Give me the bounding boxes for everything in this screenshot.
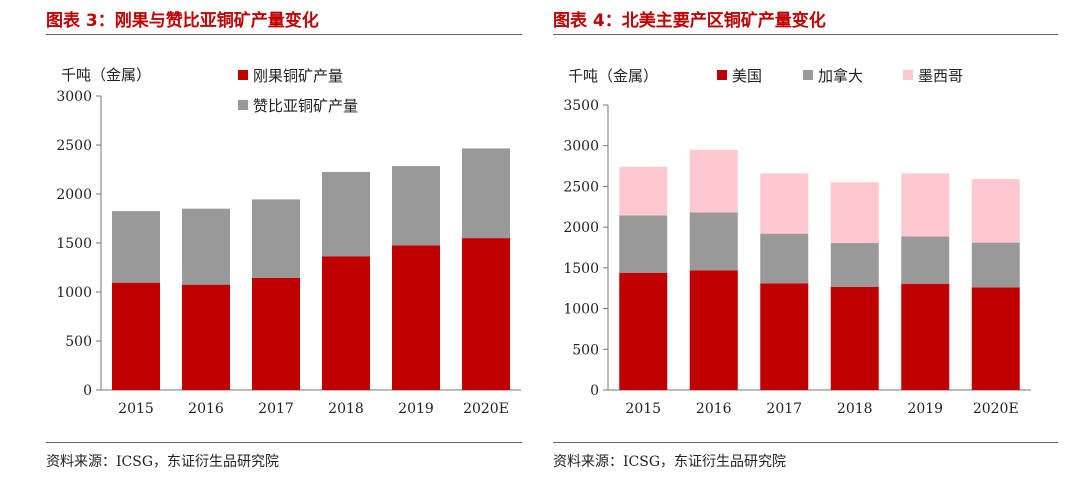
left-legend-swatch-1 (238, 70, 248, 80)
right-y-tick-label: 3000 (563, 139, 599, 155)
right-bar-2020E-series-3 (971, 179, 1020, 243)
right-y-tick-label: 3500 (563, 98, 599, 114)
right-bar-2015-series-1 (619, 272, 668, 390)
left-figure-title: 图表 3：刚果与赞比亚铜矿产量变化 (46, 11, 319, 31)
right-unit-label: 千吨（金属） (568, 67, 658, 85)
right-bar-2017-series-1 (760, 283, 809, 390)
right-source-rule (553, 442, 1058, 443)
left-y-tick-label: 3000 (56, 89, 92, 105)
left-bar-2019-series-1 (392, 245, 440, 390)
left-bar-2015-series-1 (112, 282, 160, 390)
left-y-tick-label: 2500 (56, 138, 92, 154)
left-bar-2016-series-2 (182, 208, 230, 285)
right-x-tick-label: 2017 (766, 401, 802, 417)
right-bar-2019-series-3 (901, 173, 950, 237)
left-y-tick-label: 2000 (56, 187, 92, 203)
left-bar-2017-series-1 (252, 277, 300, 390)
left-bar-2015-series-2 (112, 211, 160, 283)
right-y-tick-label: 2000 (563, 220, 599, 236)
right-bar-2020E-series-2 (971, 242, 1020, 288)
right-figure-title: 图表 4：北美主要产区铜矿产量变化 (553, 11, 826, 31)
right-y-tick-label: 1000 (563, 302, 599, 318)
right-bar-2019-series-1 (901, 283, 950, 390)
left-unit-label: 千吨（金属） (61, 66, 151, 84)
left-legend-label-2: 赞比亚铜矿产量 (253, 97, 358, 115)
right-x-tick-label: 2020E (973, 401, 1019, 417)
right-bar-2016-series-3 (689, 149, 738, 213)
right-x-tick-label: 2019 (907, 401, 943, 417)
left-chart: 千吨（金属） 0 500 1000 1500 2000 2500 3000 2015 2016 20… (56, 66, 521, 417)
left-legend-label-1: 刚果铜矿产量 (253, 67, 343, 85)
right-y-tick-label: 0 (590, 383, 599, 399)
right-source-note: 资料来源：ICSG，东证衍生品研究院 (553, 454, 787, 470)
right-bar-2017-series-3 (760, 173, 809, 234)
right-bar-2019-series-2 (901, 236, 950, 284)
right-bar-2015-series-3 (619, 166, 668, 216)
right-legend-label-1: 美国 (732, 67, 762, 85)
left-legend-swatch-2 (238, 100, 248, 110)
right-legend-swatch-1 (717, 70, 727, 80)
right-bar-2018-series-3 (830, 182, 879, 244)
left-x-tick-label: 2015 (118, 401, 154, 417)
left-y-tick-label: 0 (83, 383, 92, 399)
left-y-tick-label: 500 (65, 334, 92, 350)
right-bar-2020E-series-1 (971, 287, 1020, 390)
right-legend-label-3: 墨西哥 (918, 67, 963, 85)
right-bar-2018-series-2 (830, 243, 879, 287)
left-bar-2017-series-2 (252, 199, 300, 278)
left-x-tick-label: 2017 (258, 401, 294, 417)
right-x-tick-label: 2016 (696, 401, 732, 417)
left-bar-2018-series-1 (322, 256, 370, 390)
left-bar-2016-series-1 (182, 284, 230, 390)
right-y-tick-label: 2500 (563, 179, 599, 195)
left-x-tick-label: 2016 (188, 401, 224, 417)
right-legend-label-2: 加拿大 (818, 67, 863, 85)
left-bar-2018-series-2 (322, 171, 370, 257)
left-source-note: 资料来源：ICSG，东证衍生品研究院 (46, 454, 280, 470)
right-chart: 千吨（金属） 0 500 1000 1500 2000 2500 3000 3500 2015 20… (563, 67, 1031, 417)
right-bar-2015-series-2 (619, 215, 668, 273)
right-bar-2018-series-1 (830, 286, 879, 390)
left-y-tick-label: 1500 (56, 236, 92, 252)
right-x-tick-label: 2015 (625, 401, 661, 417)
right-y-tick-label: 1500 (563, 261, 599, 277)
left-x-tick-label: 2018 (328, 401, 364, 417)
right-title-rule (553, 34, 1058, 35)
left-y-tick-label: 1000 (56, 285, 92, 301)
right-bar-2017-series-2 (760, 233, 809, 284)
left-x-tick-label: 2020E (463, 401, 509, 417)
left-bar-2020E-series-1 (462, 238, 510, 390)
right-x-tick-label: 2018 (837, 401, 873, 417)
right-legend-swatch-2 (803, 70, 813, 80)
left-bar-2019-series-2 (392, 166, 440, 246)
right-y-tick-label: 500 (572, 342, 599, 358)
right-legend-swatch-3 (903, 70, 913, 80)
left-bar-2020E-series-2 (462, 148, 510, 239)
left-source-rule (46, 442, 522, 443)
right-bar-2016-series-1 (689, 270, 738, 390)
left-title-rule (46, 34, 522, 35)
left-x-tick-label: 2019 (398, 401, 434, 417)
right-bar-2016-series-2 (689, 212, 738, 271)
